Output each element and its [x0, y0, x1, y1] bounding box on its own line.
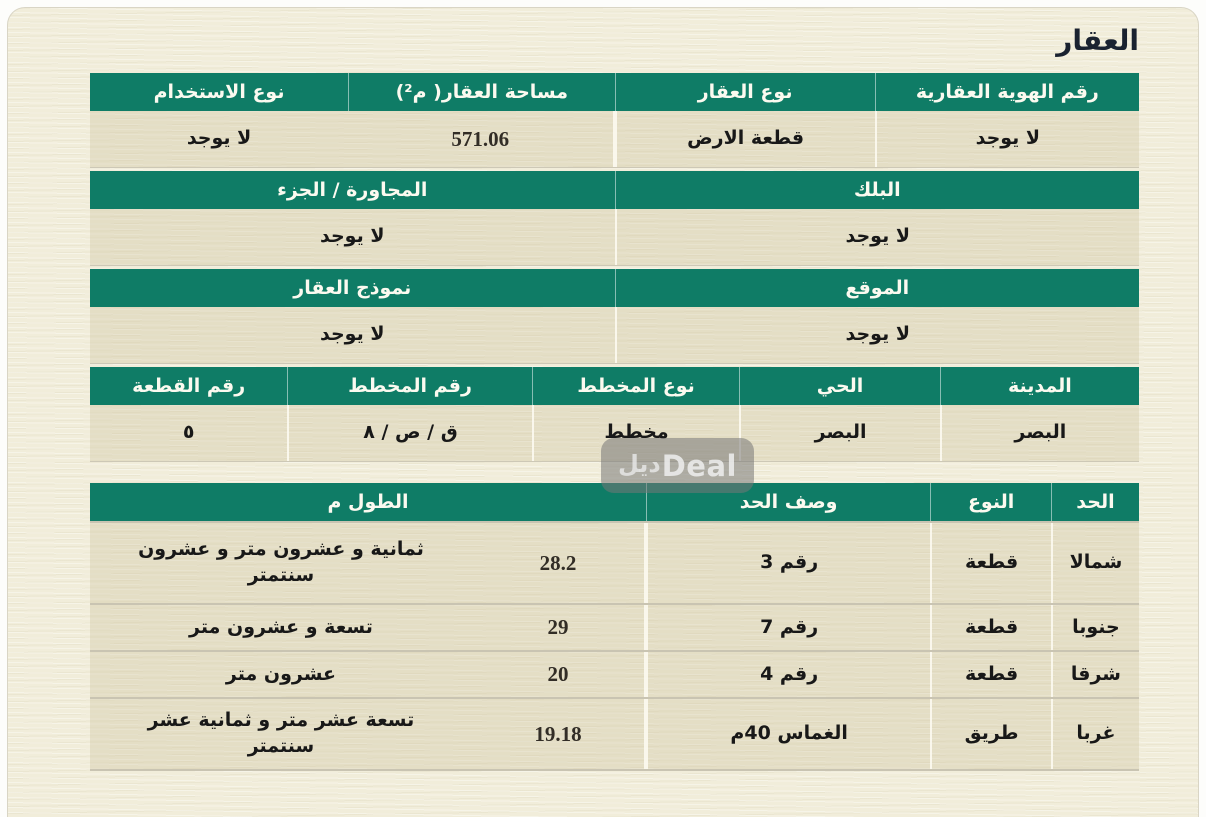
- value-usage-type: لا يوجد: [186, 127, 252, 150]
- boundary-side: جنوبا: [1050, 605, 1139, 650]
- data-row: لا يوجد لا يوجد: [90, 209, 1139, 266]
- header-plan-type: نوع المخطط: [531, 367, 740, 405]
- boundary-length-text: ثمانية و عشرون متر و عشرون سنتمتر: [138, 538, 424, 586]
- boundary-length-value: 28.2: [472, 523, 646, 603]
- value-property-type: قطعة الارض: [614, 111, 875, 167]
- value-property-area: 571.06: [348, 111, 615, 167]
- header-adjacent-part: المجاورة / الجزء: [277, 179, 428, 201]
- header-property-model: نموذج العقار: [293, 277, 412, 299]
- header-usage-type: نوع الاستخدام: [153, 81, 285, 103]
- boundary-length-value: 19.18: [472, 699, 646, 769]
- header-row: رقم الهوية العقارية نوع العقار مساحة الع…: [90, 73, 1139, 111]
- boundary-length-text: تسعة و عشرون متر: [189, 615, 373, 638]
- header-city: المدينة: [939, 367, 1139, 405]
- boundary-row-south: جنوبا قطعة رقم 7 29 تسعة و عشرون متر: [90, 603, 1139, 650]
- deal-app-watermark: ديل Deal: [601, 438, 754, 493]
- boundary-type: طريق: [930, 699, 1051, 769]
- header-plot-number: رقم القطعة: [132, 375, 246, 397]
- property-section-identity: رقم الهوية العقارية نوع العقار مساحة الع…: [90, 73, 1139, 168]
- value-block: لا يوجد: [614, 209, 1140, 265]
- boundary-description: رقم 7: [646, 605, 930, 650]
- boundary-length-text: عشرون متر: [225, 662, 337, 685]
- page-title: العقار: [1056, 24, 1139, 57]
- header-boundary-type: النوع: [930, 483, 1051, 521]
- boundary-description: الغماس 40م: [646, 699, 930, 769]
- boundary-row-west: غربا طريق الغماس 40م 19.18 تسعة عشر متر …: [90, 697, 1139, 771]
- boundary-length-value: 29: [472, 605, 646, 650]
- boundary-side: غربا: [1050, 699, 1139, 769]
- property-info-table: رقم الهوية العقارية نوع العقار مساحة الع…: [90, 73, 1139, 465]
- header-property-id: رقم الهوية العقارية: [874, 73, 1139, 111]
- header-row: المدينة الحي نوع المخطط رقم المخطط رقم ا…: [90, 367, 1139, 405]
- boundary-row-north: شمالا قطعة رقم 3 28.2 ثمانية و عشرون متر…: [90, 521, 1139, 603]
- boundary-side: شمالا: [1050, 523, 1139, 603]
- value-plot-number: ٥: [182, 421, 195, 444]
- header-length-m: الطول م: [327, 491, 409, 513]
- value-property-model: لا يوجد: [320, 323, 385, 346]
- property-section-block: البلك المجاورة / الجزء لا يوجد لا يوجد: [90, 171, 1139, 266]
- header-location: الموقع: [614, 269, 1140, 307]
- header-plan-number: رقم المخطط: [287, 367, 531, 405]
- data-row: لا يوجد لا يوجد: [90, 307, 1139, 364]
- value-district: البصر: [739, 405, 939, 461]
- boundary-type: قطعة: [930, 605, 1051, 650]
- boundary-type: قطعة: [930, 523, 1051, 603]
- property-section-location: الموقع نموذج العقار لا يوجد لا يوجد: [90, 269, 1139, 364]
- value-plan-number: ق / ص / ٨: [287, 405, 531, 461]
- header-row: البلك المجاورة / الجزء: [90, 171, 1139, 209]
- header-property-area: مساحة العقار( م²): [348, 73, 614, 111]
- document-paper-background: [7, 7, 1199, 817]
- boundary-length-value: 20: [472, 652, 646, 697]
- watermark-latin-logo-text: Deal: [661, 448, 737, 483]
- boundary-length-text: تسعة عشر متر و ثمانية عشر سنتمتر: [147, 709, 415, 757]
- value-location: لا يوجد: [614, 307, 1140, 363]
- value-city: البصر: [939, 405, 1139, 461]
- header-row: الموقع نموذج العقار: [90, 269, 1139, 307]
- header-block: البلك: [614, 171, 1140, 209]
- value-plan-type: مخطط: [531, 405, 740, 461]
- header-boundary-description: وصف الحد: [646, 483, 930, 521]
- header-district: الحي: [739, 367, 939, 405]
- header-property-type: نوع العقار: [614, 73, 875, 111]
- boundary-description: رقم 4: [646, 652, 930, 697]
- boundary-description: رقم 3: [646, 523, 930, 603]
- data-row: لا يوجد قطعة الارض 571.06 لا يوجد: [90, 111, 1139, 168]
- boundary-type: قطعة: [930, 652, 1051, 697]
- value-property-id: لا يوجد: [874, 111, 1139, 167]
- header-boundary: الحد: [1050, 483, 1139, 521]
- watermark-arabic-logo-text: ديل: [617, 450, 661, 478]
- value-adjacent-part: لا يوجد: [320, 225, 385, 248]
- boundary-row-east: شرقا قطعة رقم 4 20 عشرون متر: [90, 650, 1139, 697]
- boundaries-table: الحد النوع وصف الحد الطول م شمالا قطعة ر…: [90, 483, 1139, 771]
- boundary-side: شرقا: [1050, 652, 1139, 697]
